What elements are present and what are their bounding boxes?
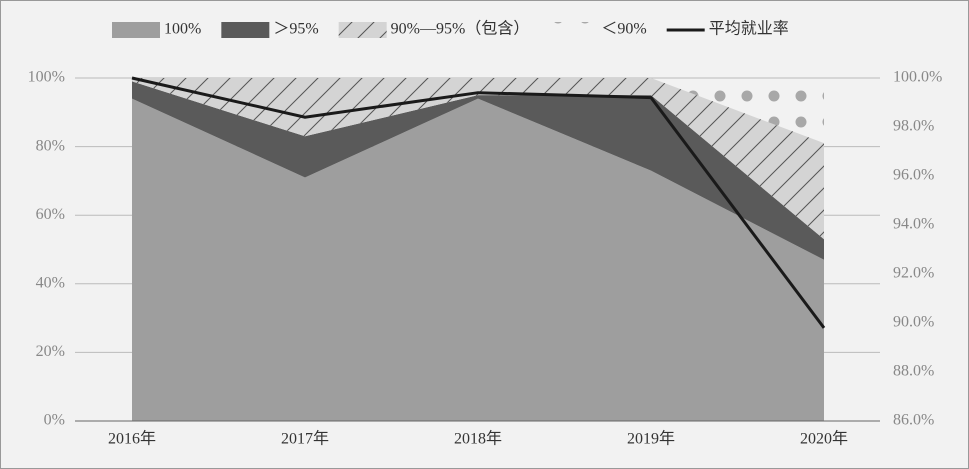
y2-tick-label: 100.0% (893, 69, 942, 86)
y2-tick-label: 98.0% (893, 118, 934, 135)
legend-swatch (221, 22, 270, 38)
legend-swatch (549, 22, 598, 38)
y2-tick-label: 86.0% (893, 412, 934, 429)
legend-swatch (338, 22, 387, 38)
area (132, 81, 824, 260)
legend-label: ＞95% (273, 21, 318, 38)
y-tick-label: 60% (36, 206, 65, 223)
x-tick-label: 2018年 (454, 430, 502, 448)
y-tick-label: 40% (36, 274, 65, 291)
area (132, 78, 824, 144)
y2-tick-label: 94.0% (893, 216, 934, 233)
y2-tick-label: 88.0% (893, 363, 934, 380)
legend-label: 平均就业率 (709, 20, 789, 38)
x-tick-label: 2020年 (800, 430, 848, 448)
y2-tick-label: 92.0% (893, 265, 934, 282)
y2-tick-label: 96.0% (893, 167, 934, 184)
y-tick-label: 100% (28, 69, 65, 86)
y-tick-label: 0% (44, 412, 65, 429)
x-tick-label: 2016年 (108, 430, 156, 448)
legend-label: 100% (164, 21, 201, 38)
x-tick-label: 2019年 (627, 430, 675, 448)
legend-label: 90%—95%（包含） (391, 20, 530, 38)
line (131, 76, 826, 329)
area (132, 98, 824, 421)
legend-label: ＜90% (601, 21, 646, 38)
legend-swatch (112, 22, 160, 38)
y-tick-label: 20% (36, 343, 65, 360)
y2-tick-label: 90.0% (893, 314, 934, 331)
x-tick-label: 2017年 (281, 430, 329, 448)
y-tick-label: 80% (36, 137, 65, 154)
